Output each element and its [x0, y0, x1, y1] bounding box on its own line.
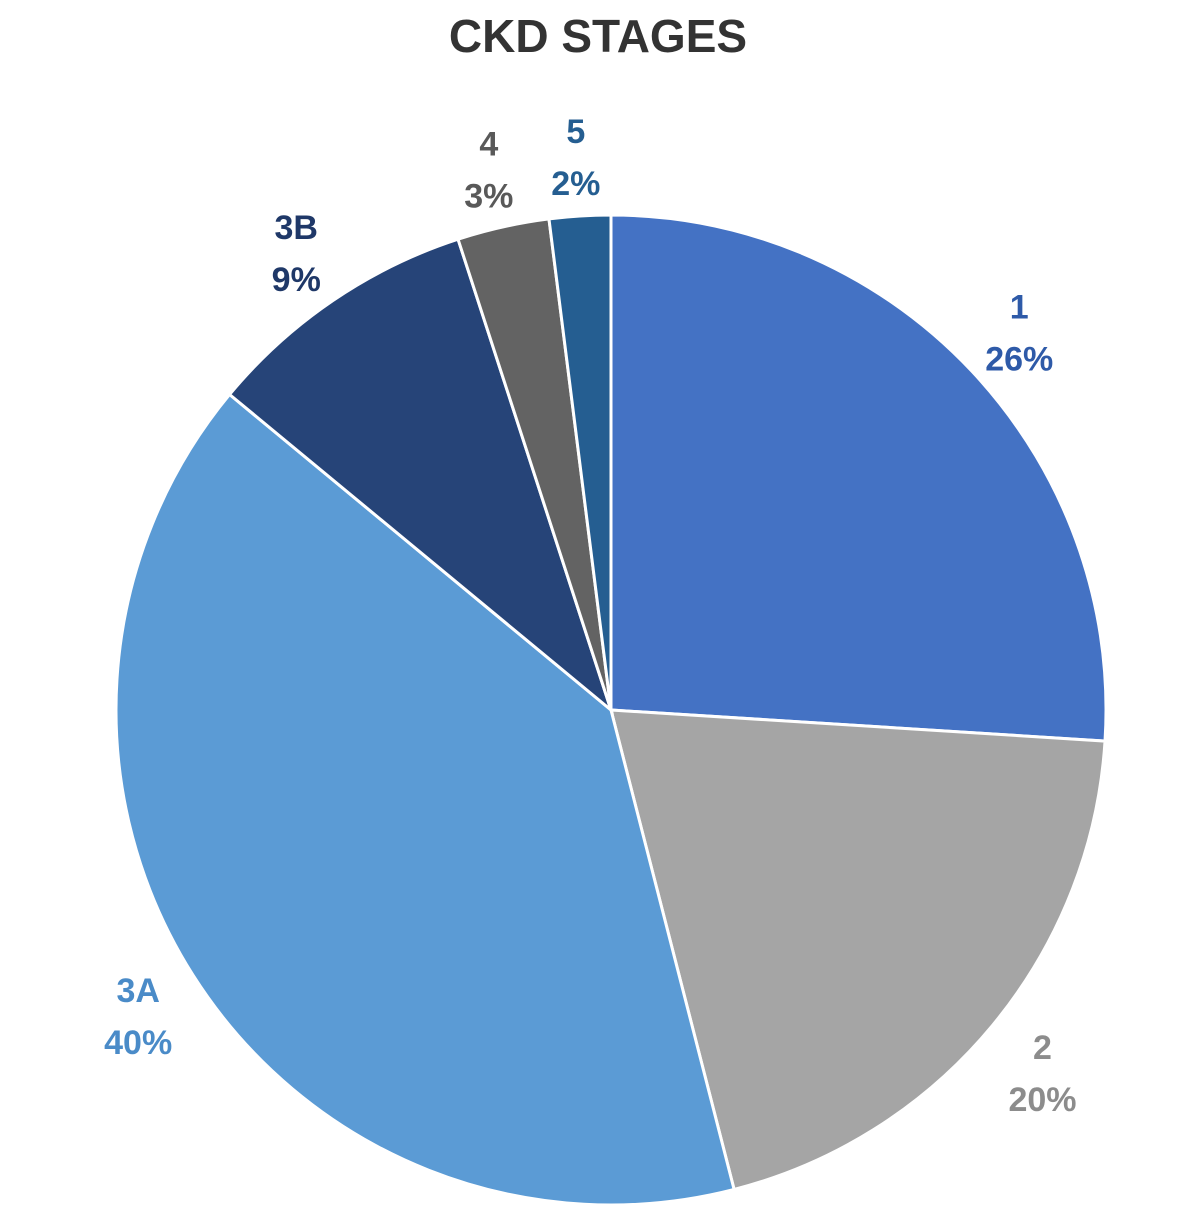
slice-label-2: 2	[1033, 1029, 1052, 1067]
slice-value-label-4: 3%	[464, 177, 513, 215]
pie-slice-1	[609, 213, 1108, 743]
pie-slice-5	[547, 213, 613, 711]
chart-title: CKD STAGES	[449, 10, 747, 62]
slice-value-label-3a: 40%	[104, 1024, 172, 1062]
slice-label-1: 1	[1010, 289, 1029, 327]
slice-label-5: 5	[566, 113, 585, 151]
pie-slice-2	[609, 708, 1107, 1192]
slice-label-3b: 3B	[274, 209, 317, 247]
slice-value-label-1: 26%	[985, 341, 1053, 379]
pie-slice-3b	[227, 237, 615, 715]
pie-slice-3a	[114, 392, 736, 1207]
slices-layer	[114, 213, 1108, 1207]
slice-label-3a: 3A	[116, 972, 159, 1010]
slice-value-label-2: 20%	[1008, 1081, 1076, 1119]
slice-value-label-3b: 9%	[272, 261, 321, 299]
labels-layer: 1 26% 2 20% 3A 40% 3B 9% 4 3% 5 2%	[104, 113, 1076, 1119]
slice-label-4: 4	[479, 125, 498, 163]
slice-value-label-5: 2%	[551, 165, 600, 203]
